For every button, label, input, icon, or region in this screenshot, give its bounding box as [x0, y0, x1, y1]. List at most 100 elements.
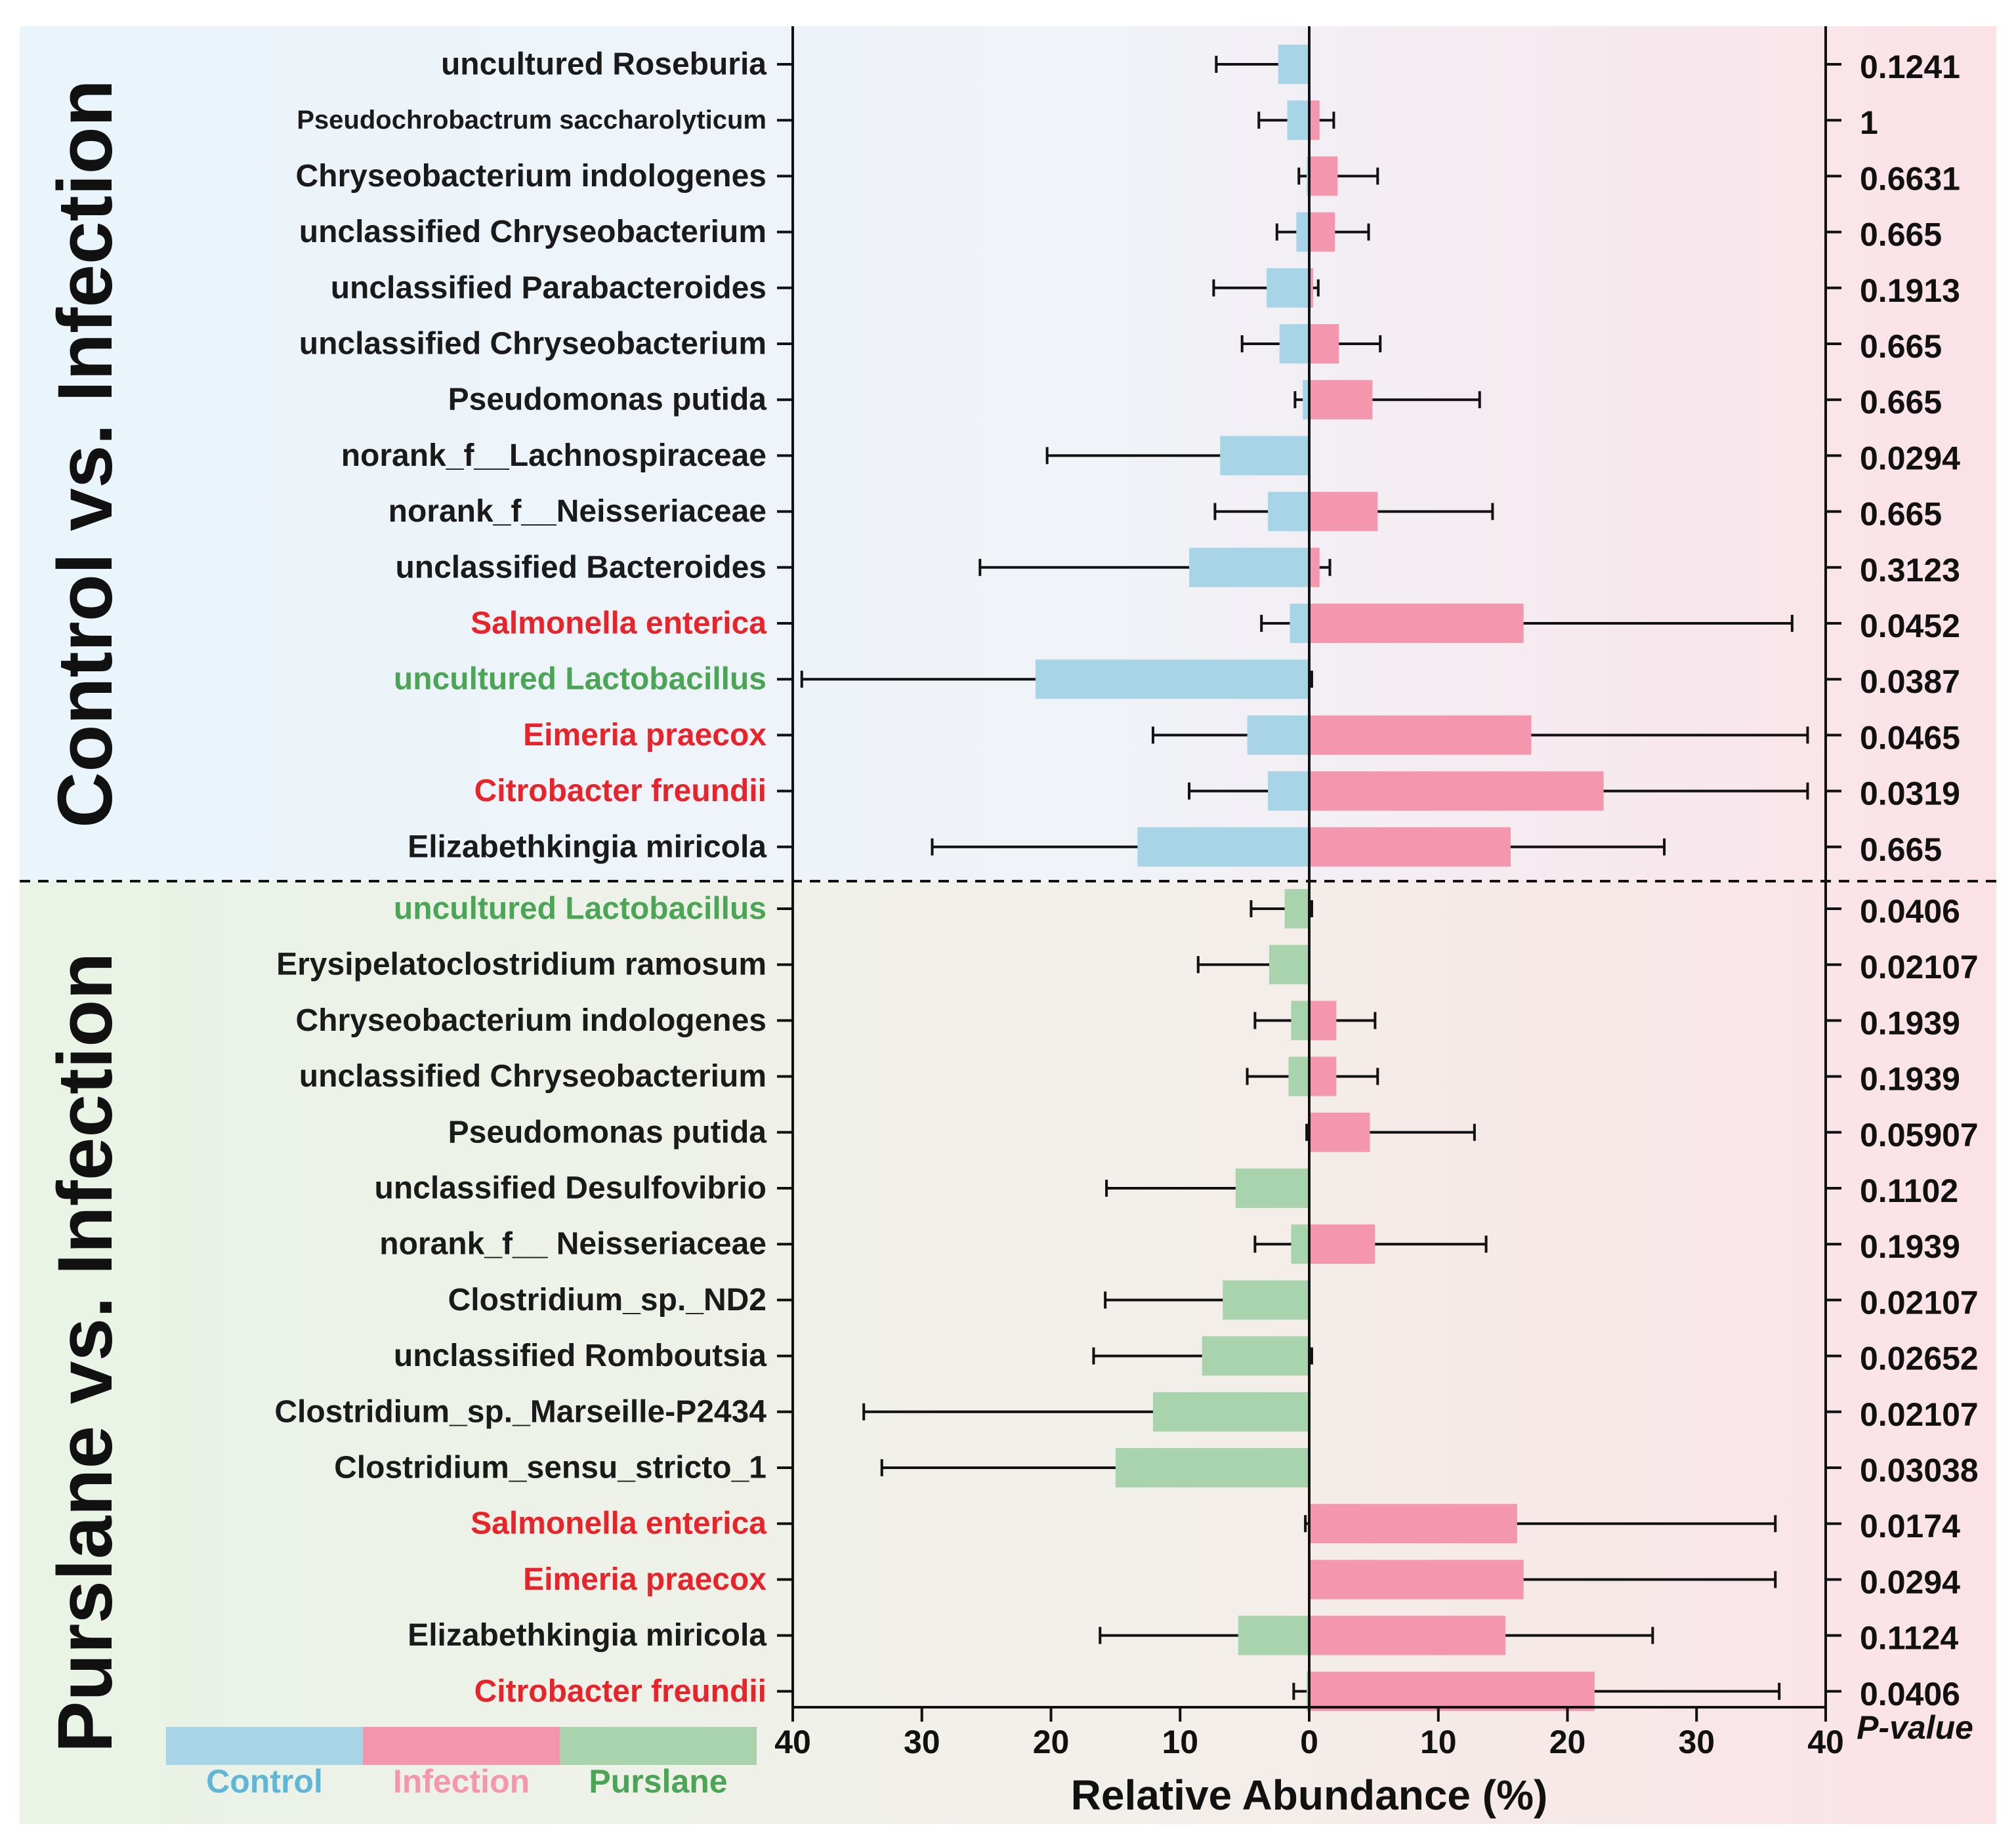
p-value-1-11: 0.0174 [1860, 1508, 1960, 1544]
p-value-1-3: 0.1939 [1860, 1061, 1960, 1098]
bar-infection-1-14 [1309, 1671, 1595, 1711]
p-value-0-1: 1 [1860, 104, 1878, 141]
legend-label-infection: Infection [393, 1763, 530, 1800]
p-value-1-13: 0.1124 [1860, 1620, 1958, 1657]
p-value-0-0: 0.1241 [1860, 49, 1960, 85]
title-strip-top [20, 26, 163, 881]
row-label-1-11: Salmonella enterica [471, 1506, 766, 1541]
p-value-0-9: 0.3123 [1860, 552, 1960, 589]
bar-purslane-1 [1269, 945, 1309, 985]
bar-infection-0-6 [1309, 380, 1373, 420]
xtick-label-2: 20 [1033, 1724, 1070, 1760]
row-label-0-5: unclassified Chryseobacterium [299, 327, 766, 362]
bar-control-9 [1189, 547, 1309, 587]
bar-control-5 [1279, 324, 1309, 363]
panel-title-purslane-vs-infection: Purslane vs. Infection [42, 953, 129, 1753]
p-value-header: P-value [1857, 1709, 1973, 1746]
p-value-1-10: 0.03038 [1860, 1452, 1979, 1489]
background-top-panel [20, 26, 1996, 881]
p-value-0-14: 0.665 [1860, 831, 1942, 868]
bar-infection-0-1 [1309, 100, 1320, 140]
xtick-label-6: 20 [1549, 1724, 1586, 1760]
bar-control-3 [1296, 212, 1309, 252]
bar-control-12 [1247, 715, 1309, 755]
p-value-0-10: 0.0452 [1860, 608, 1960, 644]
xtick-label-0: 40 [774, 1724, 811, 1760]
bar-infection-1-6 [1309, 1224, 1376, 1264]
row-label-1-0: uncultured Lactobacillus [394, 892, 766, 926]
p-value-0-7: 0.0294 [1860, 440, 1960, 476]
bar-control-6 [1303, 380, 1309, 420]
row-label-1-6: norank_f__ Neisseriaceae [379, 1227, 766, 1262]
bar-infection-0-3 [1309, 212, 1335, 252]
row-label-1-4: Pseudomonas putida [448, 1115, 767, 1150]
p-value-1-8: 0.02652 [1860, 1340, 1979, 1377]
row-label-1-13: Elizabethkingia miricola [408, 1618, 766, 1653]
xtick-label-5: 10 [1420, 1724, 1457, 1760]
row-label-0-4: unclassified Parabacteroides [331, 270, 766, 305]
bar-infection-0-9 [1309, 547, 1320, 587]
row-label-0-11: uncultured Lactobacillus [394, 662, 766, 697]
bar-control-0 [1278, 45, 1309, 84]
bar-control-10 [1290, 604, 1309, 643]
row-label-1-8: unclassified Romboutsia [394, 1338, 766, 1373]
bar-infection-0-14 [1309, 827, 1511, 867]
bar-purslane-8 [1202, 1336, 1309, 1376]
p-value-1-14: 0.0406 [1860, 1676, 1960, 1712]
row-label-0-7: norank_f__Lachnospiraceae [341, 438, 766, 473]
p-value-0-4: 0.1913 [1860, 272, 1960, 309]
bar-infection-1-4 [1309, 1112, 1370, 1152]
bar-infection-1-13 [1309, 1615, 1506, 1655]
row-label-0-8: norank_f__Neisseriaceae [388, 494, 766, 529]
row-label-1-5: unclassified Desulfovibrio [375, 1171, 766, 1206]
bar-infection-1-3 [1309, 1056, 1337, 1096]
bar-purslane-3 [1288, 1056, 1309, 1096]
xtick-label-3: 10 [1162, 1724, 1198, 1760]
bar-purslane-13 [1238, 1615, 1309, 1655]
bar-control-7 [1220, 436, 1309, 476]
p-value-1-9: 0.02107 [1860, 1396, 1979, 1433]
p-value-1-2: 0.1939 [1860, 1005, 1960, 1041]
p-value-1-7: 0.02107 [1860, 1284, 1979, 1321]
p-value-0-8: 0.665 [1860, 496, 1942, 533]
row-label-1-3: unclassified Chryseobacterium [299, 1059, 766, 1094]
bar-infection-0-8 [1309, 491, 1378, 531]
row-label-1-14: Citrobacter freundii [474, 1674, 766, 1709]
row-label-1-2: Chryseobacterium indologenes [296, 1003, 767, 1038]
p-value-0-11: 0.0387 [1860, 663, 1960, 700]
xtick-label-1: 30 [904, 1724, 940, 1760]
bar-control-1 [1287, 100, 1309, 140]
row-label-0-13: Citrobacter freundii [474, 774, 766, 808]
bar-infection-0-5 [1309, 324, 1339, 363]
row-label-0-2: Chryseobacterium indologenes [296, 159, 767, 194]
p-value-1-0: 0.0406 [1860, 893, 1960, 930]
row-label-1-1: Erysipelatoclostridium ramosum [276, 947, 766, 982]
legend-swatch-infection [363, 1727, 560, 1765]
bar-purslane-0 [1284, 889, 1309, 928]
bar-purslane-7 [1223, 1280, 1309, 1320]
p-value-0-13: 0.0319 [1860, 776, 1960, 812]
p-value-0-2: 0.6631 [1860, 160, 1960, 197]
bar-infection-0-12 [1309, 715, 1532, 755]
p-value-0-3: 0.665 [1860, 217, 1942, 253]
x-axis-title: Relative Abundance (%) [1071, 1772, 1548, 1819]
p-value-0-5: 0.665 [1860, 328, 1942, 365]
bar-purslane-10 [1115, 1448, 1309, 1487]
bar-infection-1-12 [1309, 1560, 1524, 1600]
bar-control-13 [1268, 771, 1309, 811]
xtick-label-4: 0 [1300, 1724, 1318, 1760]
p-value-1-12: 0.0294 [1860, 1564, 1960, 1600]
bar-control-4 [1267, 268, 1309, 308]
bar-purslane-9 [1152, 1392, 1309, 1432]
bar-purslane-5 [1235, 1169, 1309, 1208]
bar-control-11 [1035, 659, 1309, 699]
p-value-1-6: 0.1939 [1860, 1228, 1960, 1265]
p-value-0-12: 0.0465 [1860, 719, 1960, 756]
row-label-0-0: uncultured Roseburia [441, 47, 766, 82]
bar-purslane-6 [1291, 1224, 1309, 1264]
bar-infection-0-4 [1309, 268, 1313, 308]
xtick-label-8: 40 [1807, 1724, 1844, 1760]
row-label-1-12: Eimeria praecox [523, 1562, 766, 1597]
legend-swatch-control [166, 1727, 363, 1765]
